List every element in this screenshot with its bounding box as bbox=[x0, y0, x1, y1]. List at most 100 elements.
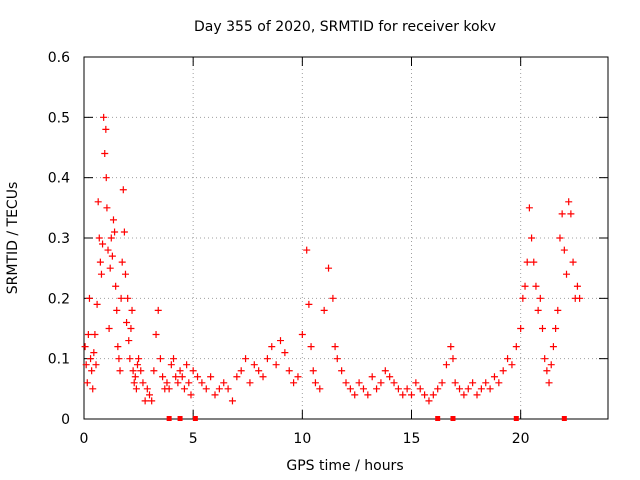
data-point bbox=[377, 379, 385, 387]
y-tick-label: 0.3 bbox=[48, 231, 70, 247]
outage-marker bbox=[192, 416, 198, 421]
data-point bbox=[368, 373, 376, 381]
data-point bbox=[373, 385, 381, 393]
data-point bbox=[499, 367, 507, 375]
data-point bbox=[320, 306, 328, 314]
data-point bbox=[525, 204, 533, 212]
data-point bbox=[176, 367, 184, 375]
data-point bbox=[152, 331, 160, 339]
data-point bbox=[139, 379, 147, 387]
data-point bbox=[532, 282, 540, 290]
outage-markers bbox=[166, 416, 567, 421]
data-point bbox=[113, 306, 121, 314]
data-point bbox=[403, 385, 411, 393]
data-point bbox=[504, 355, 512, 363]
data-point bbox=[565, 198, 573, 206]
data-point bbox=[277, 337, 284, 345]
y-tick-label: 0.6 bbox=[48, 50, 70, 66]
data-point bbox=[185, 379, 193, 387]
data-point bbox=[523, 258, 531, 266]
data-point bbox=[148, 397, 156, 405]
data-point bbox=[174, 379, 182, 387]
data-point bbox=[135, 355, 143, 363]
data-point bbox=[143, 385, 151, 393]
data-point bbox=[490, 373, 498, 381]
data-point bbox=[477, 385, 485, 393]
data-point bbox=[132, 385, 140, 393]
data-point bbox=[170, 355, 178, 363]
data-point bbox=[390, 379, 398, 387]
data-point bbox=[560, 246, 568, 254]
data-point bbox=[81, 343, 89, 351]
data-point bbox=[94, 198, 102, 206]
data-point bbox=[92, 361, 100, 369]
outage-marker bbox=[561, 416, 567, 421]
data-point bbox=[103, 204, 111, 212]
data-point bbox=[127, 325, 135, 332]
data-point bbox=[83, 379, 91, 387]
data-point bbox=[429, 391, 437, 399]
x-tick-label: 15 bbox=[403, 431, 421, 447]
data-point bbox=[309, 367, 317, 375]
data-point bbox=[519, 294, 527, 302]
data-point bbox=[220, 379, 228, 387]
outage-marker bbox=[513, 416, 519, 421]
data-point bbox=[255, 367, 263, 375]
data-point bbox=[126, 355, 134, 363]
data-point bbox=[355, 379, 363, 387]
data-point bbox=[425, 397, 433, 405]
data-point bbox=[449, 355, 457, 363]
data-point bbox=[263, 355, 271, 363]
data-point bbox=[146, 391, 153, 399]
data-point bbox=[228, 397, 236, 405]
data-point bbox=[180, 385, 188, 393]
y-tick-label: 0.5 bbox=[48, 110, 70, 126]
data-point bbox=[298, 331, 306, 339]
data-point bbox=[408, 391, 415, 399]
data-point bbox=[96, 258, 104, 266]
data-point bbox=[442, 361, 450, 369]
data-point bbox=[104, 246, 112, 254]
data-point bbox=[119, 186, 127, 194]
data-point bbox=[434, 385, 442, 393]
data-point bbox=[133, 361, 141, 369]
data-point bbox=[549, 343, 557, 351]
data-point bbox=[573, 282, 581, 290]
data-point bbox=[521, 282, 529, 290]
data-point bbox=[129, 367, 137, 375]
chart-title: Day 355 of 2020, SRMTID for receiver kok… bbox=[194, 19, 496, 35]
data-point bbox=[469, 379, 477, 387]
data-point bbox=[207, 373, 215, 381]
data-point bbox=[333, 355, 341, 363]
data-point bbox=[486, 385, 494, 393]
data-point bbox=[123, 318, 131, 326]
data-point bbox=[202, 385, 210, 393]
data-point bbox=[246, 379, 254, 387]
data-point bbox=[125, 337, 133, 345]
data-point bbox=[460, 391, 468, 399]
data-point bbox=[386, 373, 394, 381]
axis-ticks: 0 0.1 0.2 0.3 0.4 0.5 0.6 0 5 10 15 20 bbox=[48, 50, 608, 447]
data-point bbox=[342, 379, 350, 387]
data-point bbox=[106, 264, 114, 272]
data-point bbox=[211, 391, 219, 399]
data-point bbox=[290, 379, 298, 387]
data-point bbox=[128, 306, 136, 314]
data-point bbox=[536, 294, 544, 302]
data-point bbox=[512, 343, 520, 351]
data-point bbox=[569, 258, 577, 266]
data-point bbox=[303, 246, 311, 254]
data-point bbox=[90, 349, 98, 357]
data-point bbox=[399, 391, 407, 399]
data-point bbox=[101, 150, 109, 158]
data-point bbox=[154, 306, 162, 314]
data-point bbox=[100, 113, 108, 121]
data-point bbox=[102, 125, 110, 133]
data-point bbox=[89, 385, 97, 393]
data-point bbox=[268, 343, 276, 351]
data-point bbox=[482, 379, 490, 387]
data-point bbox=[237, 367, 245, 375]
data-point bbox=[95, 234, 103, 242]
data-point bbox=[85, 294, 93, 302]
